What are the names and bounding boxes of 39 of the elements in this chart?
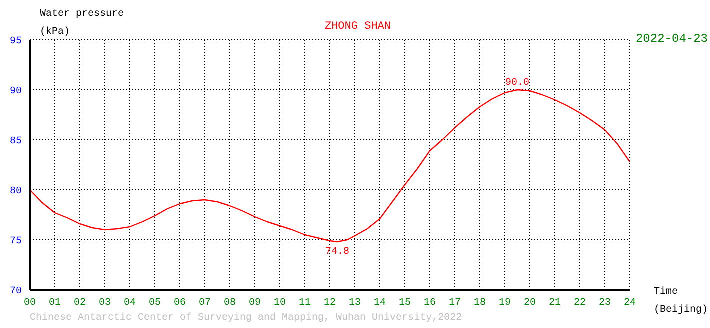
x-tick-label: 10 <box>274 298 286 310</box>
line-series <box>30 89 630 243</box>
x-tick-label: 06 <box>174 298 186 310</box>
x-tick-label: 11 <box>298 298 312 310</box>
x-tick-label: 17 <box>448 298 462 310</box>
x-tick-label: 09 <box>248 298 262 310</box>
x-tick-label: 12 <box>324 298 336 310</box>
x-tick-label: 03 <box>98 298 112 310</box>
x-tick-label: 16 <box>424 298 436 310</box>
text: Chinese Antarctic Center of Surveying and Mapping, Wuhan University,2022 <box>30 312 462 326</box>
x-tick-label: 21 <box>548 298 562 310</box>
y-tick-label: 75 <box>10 236 22 248</box>
y-tick-label: 70 <box>10 286 22 298</box>
annotation: 90.0 <box>505 78 530 89</box>
x-axis-title: Time (Beijing) <box>654 286 708 318</box>
x-tick-label: 04 <box>124 298 136 310</box>
x-tick-label: 22 <box>574 298 586 310</box>
x-tick-label: 14 <box>374 298 386 310</box>
x-tick-label: 02 <box>74 298 86 310</box>
x-tick-label: 18 <box>474 298 486 310</box>
x-tick-label: 19 <box>498 298 512 310</box>
x-tick-label: 08 <box>224 298 236 310</box>
y-tick-label: 95 <box>10 36 22 48</box>
y-tick-label: 80 <box>10 186 22 198</box>
x-tick-label: 05 <box>148 298 162 310</box>
text: 2022-04-23 <box>636 31 708 48</box>
y-tick-label: 90 <box>10 86 22 98</box>
x-tick-label: 01 <box>48 298 62 310</box>
x-tick-label: 00 <box>24 298 36 310</box>
x-tick-label: 15 <box>398 298 412 310</box>
chart-title: ZHONG SHAN <box>324 21 391 33</box>
annotation: 74.8 <box>325 247 350 258</box>
x-tick-label: 23 <box>598 298 612 310</box>
x-tick-label: 20 <box>524 298 536 310</box>
x-tick-label: 07 <box>198 298 212 310</box>
y-axis-title: Water pressure (kPa) <box>40 8 124 40</box>
x-tick-label: 13 <box>348 298 362 310</box>
y-tick-label: 85 <box>10 136 22 148</box>
x-tick-label: 24 <box>624 298 636 310</box>
